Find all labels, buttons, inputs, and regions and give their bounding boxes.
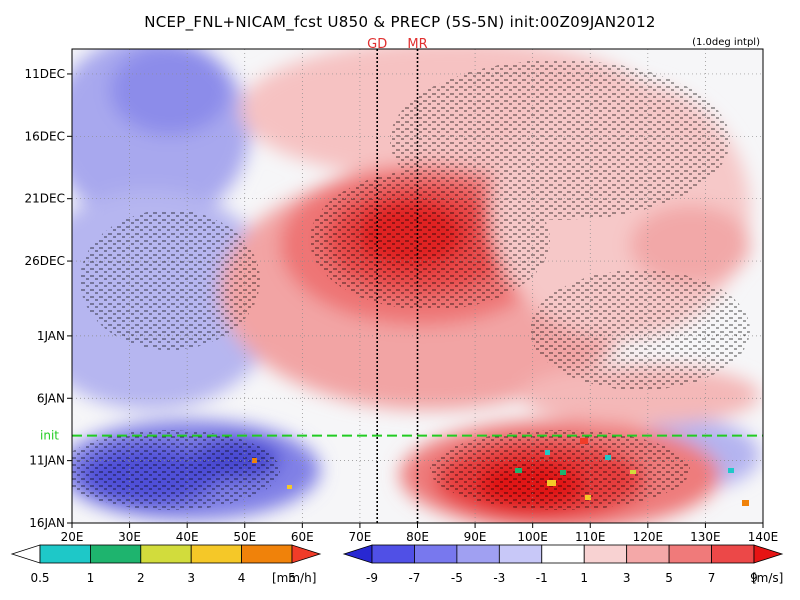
x-tick-label: 80E [406, 530, 429, 544]
colorbar-label: 5 [288, 571, 296, 585]
colorbar-cell [711, 544, 755, 564]
colorbar-label: -7 [408, 571, 420, 585]
colorbar-cell [456, 544, 500, 564]
y-tick-label: 16DEC [25, 129, 65, 143]
x-tick-label: 60E [291, 530, 314, 544]
marker-label: GD [367, 37, 387, 52]
colorbar-cell [39, 544, 91, 564]
x-tick-label: 50E [233, 530, 256, 544]
colorbar-label: 9 [750, 571, 758, 585]
precip-colorbar: 0.5 1 2 3 4 5[mm/h] [10, 544, 322, 585]
chart-title: NCEP_FNL+NICAM_fcst U850 & PRECP (5S-5N)… [144, 13, 656, 32]
x-axis: 20E 30E 40E 50E 60E 70E 80E 90E 100E 110E 120E 130E… [61, 523, 779, 544]
colorbar-label: -1 [536, 571, 548, 585]
y-tick-label: 1JAN [37, 329, 65, 343]
colorbar-label: 4 [238, 571, 246, 585]
precip-blob [585, 495, 591, 500]
chart-subtitle: (1.0deg intpl) [692, 37, 760, 48]
x-tick-label: 120E [633, 530, 664, 544]
westerly-region [630, 205, 750, 285]
colorbar-label: 2 [137, 571, 145, 585]
colorbar-unit: [m/s] [752, 571, 783, 585]
colorbar-label: -3 [493, 571, 505, 585]
x-tick-label: 100E [517, 530, 548, 544]
colorbar-label: -9 [366, 571, 378, 585]
colorbar-cell [668, 544, 712, 564]
precip-blob [742, 500, 749, 506]
colorbar-cell [626, 544, 670, 564]
y-tick-label: 21DEC [25, 192, 65, 206]
x-tick-label: 110E [575, 530, 606, 544]
precip-blob [547, 480, 556, 486]
precip-blob [560, 470, 566, 475]
colorbar-label: -5 [451, 571, 463, 585]
y-tick-label: 11JAN [29, 454, 65, 468]
x-tick-label: 30E [118, 530, 141, 544]
colorbar-cell [342, 544, 373, 564]
x-tick-label: 40E [176, 530, 199, 544]
colorbar-cell [583, 544, 628, 564]
y-axis: 11DEC 16DEC 21DEC 26DEC 1JAN 6JAN 11JAN 16JAN [25, 67, 72, 530]
precip-blob [580, 438, 588, 444]
x-tick-label: 70E [348, 530, 371, 544]
colorbar-label: 3 [623, 571, 631, 585]
precip-blob [287, 485, 292, 489]
colorbar-label: 3 [187, 571, 195, 585]
colorbar-cell [498, 544, 543, 564]
colorbar-label: 1 [580, 571, 588, 585]
colorbar-cell [753, 544, 784, 564]
colorbar-cell [414, 544, 458, 564]
colorbar-cell [90, 544, 142, 564]
x-tick-label: 20E [61, 530, 84, 544]
y-tick-label: 6JAN [37, 391, 65, 405]
y-tick-label: 16JAN [29, 516, 65, 530]
colorbar-label: 5 [665, 571, 673, 585]
precip-blob [605, 455, 611, 460]
precip-blob [545, 450, 550, 455]
colorbar-cell [140, 544, 192, 564]
colorbar-cell [190, 544, 242, 564]
plot-area: GD MR init [40, 37, 764, 524]
colorbar-unit: [mm/h] [272, 571, 316, 585]
x-tick-label: 140E [748, 530, 779, 544]
colorbar-label: 1 [87, 571, 95, 585]
colorbar-cell [241, 544, 293, 564]
init-label: init [40, 429, 59, 443]
easterly-region [110, 49, 230, 135]
colorbar-cell [291, 544, 322, 564]
colorbar-cell [371, 544, 415, 564]
x-tick-label: 130E [690, 530, 721, 544]
x-tick-label: 90E [464, 530, 487, 544]
marker-lines: GD MR [367, 37, 428, 523]
precip-blob [252, 458, 257, 463]
precip-blob [728, 468, 734, 473]
colorbar-label: 0.5 [30, 571, 49, 585]
colorbar-cell [541, 544, 585, 564]
y-tick-label: 26DEC [25, 254, 65, 268]
colorbar-label: 7 [708, 571, 716, 585]
colorbar-cell [10, 544, 41, 564]
marker-label: MR [407, 37, 427, 52]
y-tick-label: 11DEC [25, 67, 65, 81]
precip-blob [630, 470, 636, 474]
precip-blobs [252, 438, 749, 506]
wind-colorbar: -9 -7 -5 -3 -1 1 3 5 7 9[m/s] [342, 544, 784, 585]
precip-blob [515, 468, 522, 473]
